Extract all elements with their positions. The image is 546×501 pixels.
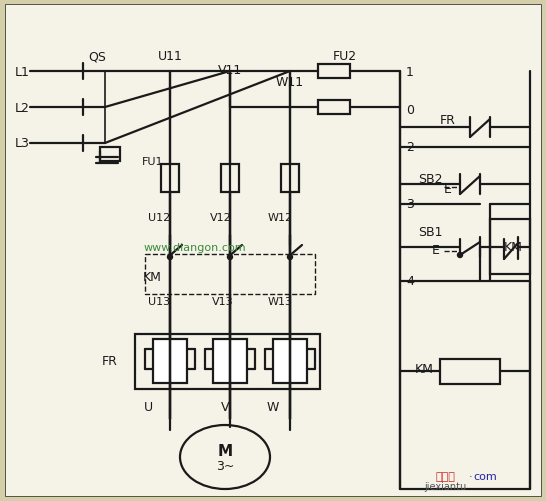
Text: W12: W12 — [268, 212, 293, 222]
Text: FR: FR — [102, 355, 118, 368]
Text: E: E — [444, 183, 452, 196]
Bar — [318, 101, 350, 115]
Bar — [490, 219, 530, 275]
Text: QS: QS — [88, 51, 106, 63]
Bar — [100, 148, 120, 162]
Text: V11: V11 — [218, 63, 242, 76]
Text: 0: 0 — [406, 103, 414, 116]
Text: V13: V13 — [212, 297, 234, 307]
Text: ·: · — [469, 471, 473, 481]
Bar — [153, 339, 187, 383]
Text: FR: FR — [440, 113, 456, 126]
Bar — [213, 339, 247, 383]
Ellipse shape — [180, 425, 270, 489]
Circle shape — [458, 253, 462, 258]
Text: 接线图: 接线图 — [435, 471, 455, 481]
Text: www.diangon.com: www.diangon.com — [144, 242, 246, 253]
Text: KM: KM — [143, 271, 162, 284]
Bar — [221, 165, 239, 192]
Text: KM: KM — [504, 241, 523, 254]
Text: L3: L3 — [15, 137, 30, 150]
Text: V: V — [221, 401, 229, 414]
Bar — [318, 65, 350, 79]
Text: W: W — [267, 401, 279, 414]
Text: U13: U13 — [148, 297, 170, 307]
Bar — [440, 359, 500, 384]
Text: SB1: SB1 — [418, 226, 442, 239]
Text: U: U — [144, 401, 152, 414]
Text: W13: W13 — [268, 297, 293, 307]
Bar — [135, 334, 320, 389]
Text: SB2: SB2 — [418, 173, 442, 186]
Text: 3~: 3~ — [216, 459, 234, 472]
Text: V12: V12 — [210, 212, 232, 222]
Text: 1: 1 — [406, 65, 414, 78]
Text: KM: KM — [415, 363, 434, 376]
Text: U12: U12 — [148, 212, 170, 222]
Text: 2: 2 — [406, 141, 414, 154]
Text: com: com — [473, 471, 497, 481]
Text: 4: 4 — [406, 275, 414, 288]
Bar — [273, 339, 307, 383]
Bar — [281, 165, 299, 192]
Text: FU1: FU1 — [142, 157, 163, 167]
Circle shape — [288, 255, 293, 260]
Text: M: M — [217, 443, 233, 458]
Circle shape — [228, 255, 233, 260]
Text: L1: L1 — [15, 65, 30, 78]
Text: W11: W11 — [276, 76, 304, 89]
Text: E: E — [432, 244, 440, 257]
Text: L2: L2 — [15, 101, 30, 114]
Bar — [161, 165, 179, 192]
Text: 3: 3 — [406, 198, 414, 211]
Text: U11: U11 — [158, 51, 182, 63]
Circle shape — [168, 255, 173, 260]
Text: jiexiantu: jiexiantu — [424, 481, 466, 491]
Text: FU2: FU2 — [333, 51, 357, 63]
